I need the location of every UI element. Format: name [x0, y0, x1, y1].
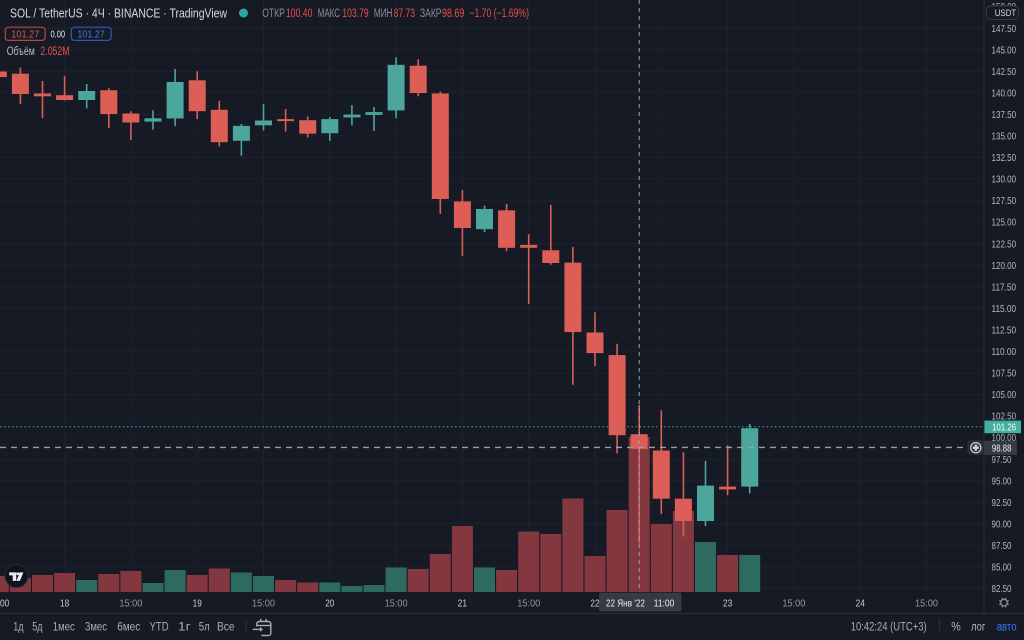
svg-text:5л: 5л — [199, 621, 210, 633]
svg-text:МАКС: МАКС — [318, 8, 340, 20]
svg-text:5д: 5д — [32, 621, 42, 633]
svg-text:15:00: 15:00 — [915, 597, 938, 609]
svg-text:1мес: 1мес — [53, 621, 75, 633]
svg-text:ОТКР: ОТКР — [262, 8, 285, 20]
svg-text:110.00: 110.00 — [992, 346, 1017, 358]
svg-text:19: 19 — [193, 597, 202, 609]
svg-text:101.27: 101.27 — [77, 29, 104, 41]
svg-text:115.00: 115.00 — [992, 303, 1017, 315]
svg-text:137.50: 137.50 — [992, 109, 1017, 121]
svg-text:%: % — [951, 621, 961, 633]
svg-text:95.00: 95.00 — [992, 475, 1012, 487]
svg-text:20: 20 — [325, 597, 334, 609]
svg-text:112.50: 112.50 — [992, 325, 1017, 337]
svg-text:10:42:24 (UTC+3): 10:42:24 (UTC+3) — [851, 621, 927, 633]
svg-text:90.00: 90.00 — [992, 518, 1012, 530]
svg-text:3мес: 3мес — [85, 621, 107, 633]
svg-text:85.00: 85.00 — [992, 562, 1012, 574]
svg-text:22 Янв '22: 22 Янв '22 — [606, 597, 645, 609]
svg-text:142.50: 142.50 — [992, 66, 1017, 78]
svg-text:21: 21 — [458, 597, 467, 609]
svg-text:82.50: 82.50 — [992, 583, 1012, 595]
svg-text:SOL / TetherUS · 4Ч · BINANCE: SOL / TetherUS · 4Ч · BINANCE · TradingV… — [10, 5, 227, 20]
svg-text:лог: лог — [971, 621, 985, 633]
svg-text:Объём: Объём — [7, 46, 35, 58]
svg-text:145.00: 145.00 — [992, 44, 1017, 56]
svg-text:2.052M: 2.052M — [40, 46, 69, 58]
svg-text:6мес: 6мес — [117, 621, 140, 633]
svg-text:105.00: 105.00 — [992, 389, 1017, 401]
svg-text:98.88: 98.88 — [992, 443, 1012, 455]
svg-text:авто: авто — [997, 621, 1017, 633]
svg-text:YTD: YTD — [150, 621, 169, 633]
svg-text:22: 22 — [590, 597, 599, 609]
svg-text:24: 24 — [856, 597, 865, 609]
svg-text:МИН: МИН — [374, 8, 393, 20]
svg-text:117.50: 117.50 — [992, 281, 1017, 293]
svg-text:140.00: 140.00 — [992, 87, 1017, 99]
svg-text:100.40: 100.40 — [286, 8, 312, 20]
svg-text:15:00: 15:00 — [385, 597, 408, 609]
svg-text:Все: Все — [217, 621, 235, 633]
svg-text:1д: 1д — [13, 621, 24, 633]
svg-text:ЗАКР: ЗАКР — [420, 8, 442, 20]
svg-text:130.00: 130.00 — [992, 174, 1017, 186]
svg-text:00: 00 — [0, 597, 9, 609]
svg-text:15:00: 15:00 — [782, 597, 805, 609]
svg-text:1г: 1г — [178, 621, 191, 633]
svg-text:135.00: 135.00 — [992, 131, 1017, 143]
svg-text:15:00: 15:00 — [252, 597, 275, 609]
svg-text:15:00: 15:00 — [119, 597, 142, 609]
svg-text:92.50: 92.50 — [992, 497, 1012, 509]
svg-text:11:00: 11:00 — [654, 597, 675, 609]
svg-text:23: 23 — [723, 597, 732, 609]
svg-text:87.73: 87.73 — [394, 8, 415, 20]
svg-text:120.00: 120.00 — [992, 260, 1017, 272]
svg-text:87.50: 87.50 — [992, 540, 1012, 552]
svg-text:132.50: 132.50 — [992, 152, 1017, 164]
svg-text:98.69: 98.69 — [442, 8, 464, 20]
svg-text:102.50: 102.50 — [992, 411, 1017, 423]
svg-text:97.50: 97.50 — [992, 454, 1012, 466]
svg-text:103.79: 103.79 — [342, 8, 368, 20]
svg-text:101.27: 101.27 — [11, 29, 39, 41]
svg-text:USDT: USDT — [995, 8, 1017, 19]
svg-text:147.50: 147.50 — [992, 23, 1017, 35]
svg-text:101.26: 101.26 — [992, 422, 1016, 434]
svg-text:−1.70 (−1.69%): −1.70 (−1.69%) — [469, 8, 529, 20]
svg-text:15:00: 15:00 — [517, 597, 540, 609]
svg-text:127.50: 127.50 — [992, 195, 1017, 207]
svg-text:107.50: 107.50 — [992, 368, 1017, 380]
svg-text:18: 18 — [60, 597, 69, 609]
svg-text:122.50: 122.50 — [992, 238, 1017, 250]
svg-text:0.00: 0.00 — [51, 29, 66, 41]
svg-text:125.00: 125.00 — [992, 217, 1017, 229]
